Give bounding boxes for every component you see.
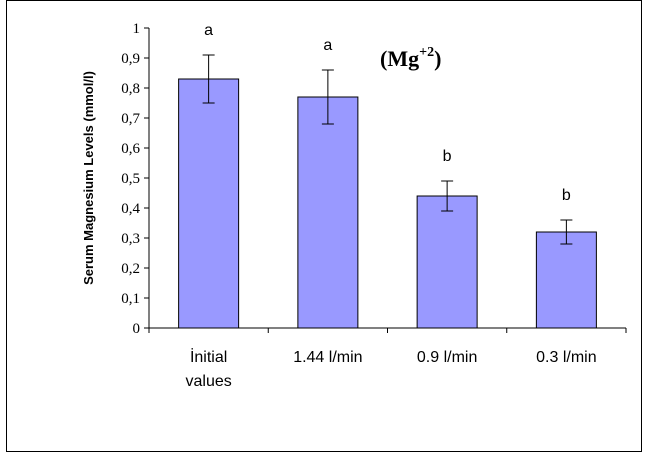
y-tick-label: 0 bbox=[133, 321, 141, 337]
x-ticks bbox=[148, 328, 627, 333]
y-tick-label: 0,5 bbox=[121, 171, 140, 187]
y-ticks: 0 0,1 0,2 0,3 0,4 0,5 0,6 0,7 0,8 0,9 1 bbox=[121, 21, 149, 337]
y-tick-label: 0,1 bbox=[121, 291, 140, 307]
bar bbox=[416, 195, 478, 329]
category-label: 0.3 l/min bbox=[536, 349, 596, 366]
y-axis-label: Serum Magnesium Levels (mmol/l) bbox=[81, 71, 96, 285]
y-tick-label: 0,2 bbox=[121, 261, 140, 277]
y-tick-label: 0,9 bbox=[121, 51, 140, 67]
ion-annotation-base: (Mg bbox=[380, 46, 419, 71]
bar bbox=[535, 231, 597, 329]
y-tick-label: 0,6 bbox=[121, 141, 140, 157]
error-bars bbox=[202, 54, 573, 245]
ion-annotation-superscript: +2 bbox=[419, 45, 434, 60]
bar bbox=[178, 78, 240, 329]
significance-letters: a a b b bbox=[204, 22, 571, 204]
significance-letter: a bbox=[323, 37, 332, 54]
ion-annotation-close: ) bbox=[434, 46, 441, 71]
category-labels: İnitial values 1.44 l/min 0.9 l/min 0.3 l/mi… bbox=[186, 347, 597, 390]
category-label: 0.9 l/min bbox=[417, 349, 477, 366]
y-tick-label: 1 bbox=[133, 21, 141, 37]
y-tick-label: 0,4 bbox=[121, 201, 140, 217]
significance-letter: a bbox=[204, 22, 213, 39]
significance-letter: b bbox=[443, 148, 452, 165]
category-label: 1.44 l/min bbox=[293, 349, 362, 366]
bar bbox=[297, 96, 359, 329]
category-label: İnitial values bbox=[186, 347, 232, 390]
significance-letter: b bbox=[562, 187, 571, 204]
ion-annotation: (Mg+2) bbox=[380, 45, 441, 71]
bars bbox=[178, 78, 597, 329]
y-tick-label: 0,7 bbox=[121, 111, 140, 127]
y-tick-label: 0,3 bbox=[121, 231, 140, 247]
y-tick-label: 0,8 bbox=[121, 81, 140, 97]
